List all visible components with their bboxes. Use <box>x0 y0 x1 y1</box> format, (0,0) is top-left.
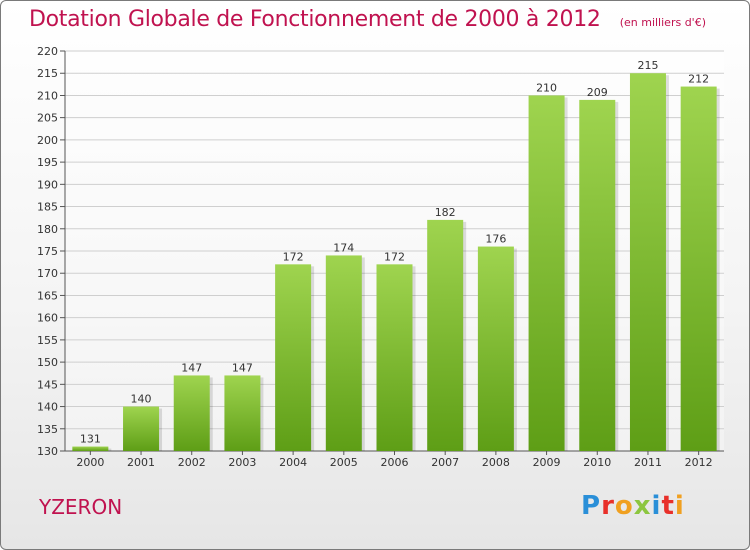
logo-letter: r <box>601 491 615 521</box>
x-tick-label-2003: 2003 <box>228 456 256 469</box>
y-tick-label: 160 <box>37 312 58 325</box>
y-tick-label: 210 <box>37 89 58 102</box>
x-tick-label-2007: 2007 <box>431 456 459 469</box>
logo-letter: x <box>633 491 652 521</box>
value-label-2005: 174 <box>333 241 354 254</box>
x-tick-label-2008: 2008 <box>482 456 510 469</box>
value-label-2008: 176 <box>485 233 506 246</box>
bar-2002 <box>173 375 210 451</box>
x-tick-label-2009: 2009 <box>533 456 561 469</box>
y-tick-label: 130 <box>37 445 58 458</box>
y-tick-label: 200 <box>37 134 58 147</box>
y-tick-label: 215 <box>37 67 58 80</box>
commune-name: YZERON <box>39 495 123 519</box>
y-tick-label: 135 <box>37 423 58 436</box>
value-label-2001: 140 <box>131 393 152 406</box>
logo-letter: o <box>614 491 634 521</box>
bar-2000 <box>72 446 109 451</box>
value-label-2002: 147 <box>181 361 202 374</box>
bar-2007 <box>427 219 464 451</box>
value-label-2010: 209 <box>587 86 608 99</box>
y-tick-label: 140 <box>37 401 58 414</box>
bar-2008 <box>477 246 514 451</box>
bar-2003 <box>224 375 261 451</box>
bar-2009 <box>528 95 565 451</box>
y-tick-label: 190 <box>37 178 58 191</box>
x-tick-label-2000: 2000 <box>76 456 104 469</box>
x-tick-label-2012: 2012 <box>685 456 713 469</box>
y-tick-label: 170 <box>37 267 58 280</box>
x-tick-label-2006: 2006 <box>381 456 409 469</box>
bar-2001 <box>123 406 160 451</box>
y-tick-label: 145 <box>37 378 58 391</box>
value-label-2009: 210 <box>536 81 557 94</box>
bar-2012 <box>680 86 717 452</box>
bar-2010 <box>579 99 616 451</box>
bar-2006 <box>376 264 413 451</box>
logo-letter: i <box>674 491 685 521</box>
bar-2005 <box>325 255 362 451</box>
value-label-2003: 147 <box>232 361 253 374</box>
value-label-2007: 182 <box>435 206 456 219</box>
y-tick-label: 165 <box>37 289 58 302</box>
y-tick-label: 205 <box>37 112 58 125</box>
value-label-2000: 131 <box>80 433 101 446</box>
y-tick-label: 150 <box>37 356 58 369</box>
x-tick-label-2004: 2004 <box>279 456 307 469</box>
y-tick-label: 220 <box>37 45 58 58</box>
x-tick-label-2010: 2010 <box>583 456 611 469</box>
y-tick-label: 175 <box>37 245 58 258</box>
labels: 131 2000 140 2001 147 2002 147 2003 172 2004 174 20… <box>76 59 712 469</box>
y-tick-label: 180 <box>37 223 58 236</box>
value-label-2004: 172 <box>283 250 304 263</box>
logo-letter: t <box>661 491 675 521</box>
x-tick-label-2001: 2001 <box>127 456 155 469</box>
unit-label: (en milliers d'€) <box>619 16 706 29</box>
chart-title: Dotation Globale de Fonctionnement de 20… <box>29 7 706 32</box>
x-tick-label-2002: 2002 <box>178 456 206 469</box>
logo-letter: P <box>581 491 602 521</box>
title-text: Dotation Globale de Fonctionnement de 20… <box>29 7 601 32</box>
y-tick-label: 185 <box>37 201 58 214</box>
x-tick-label-2011: 2011 <box>634 456 662 469</box>
bars <box>72 73 720 452</box>
y-tick-label: 195 <box>37 156 58 169</box>
bar-2004 <box>275 264 312 451</box>
value-label-2006: 172 <box>384 250 405 263</box>
y-tick-label: 155 <box>37 334 58 347</box>
x-tick-label-2005: 2005 <box>330 456 358 469</box>
proxiti-logo[interactable]: Proxiti <box>581 491 685 521</box>
bar-2011 <box>629 73 666 451</box>
logo-letter: i <box>651 491 662 521</box>
value-label-2012: 212 <box>688 73 709 86</box>
value-label-2011: 215 <box>637 59 658 72</box>
